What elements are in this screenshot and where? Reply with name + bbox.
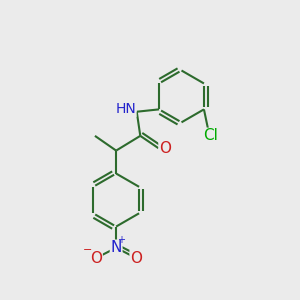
Text: HN: HN (115, 102, 136, 116)
Text: O: O (130, 250, 142, 266)
Text: Cl: Cl (203, 128, 218, 143)
Text: −: − (83, 245, 93, 255)
Text: N: N (110, 240, 122, 255)
Text: O: O (90, 250, 102, 266)
Text: O: O (159, 141, 171, 156)
Text: +: + (117, 235, 125, 245)
